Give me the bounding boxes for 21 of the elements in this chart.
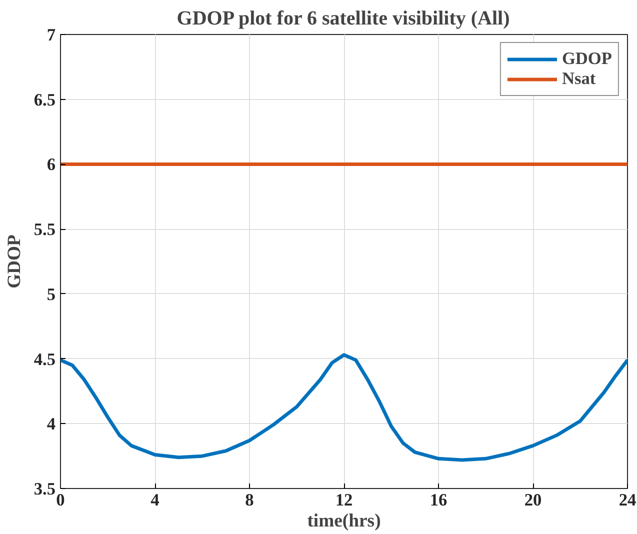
legend-label: GDOP — [562, 49, 612, 69]
x-tick-label: 0 — [56, 490, 65, 510]
y-tick-label: 4 — [46, 414, 56, 434]
y-tick-label: 3.5 — [34, 480, 56, 498]
x-tick-label: 4 — [150, 490, 160, 510]
y-tick-label: 5.5 — [34, 220, 56, 240]
y-tick-label: 6 — [46, 155, 56, 174]
y-tick-label: 4.5 — [34, 350, 56, 369]
y-tick-label: 5 — [46, 284, 56, 304]
legend-label: Nsat — [562, 69, 596, 89]
x-tick-label: 16 — [430, 490, 448, 510]
x-axis-title: time(hrs) — [307, 510, 381, 532]
y-tick-label: 6.5 — [34, 90, 56, 110]
line-series — [60, 353, 628, 462]
chart-title: GDOP plot for 6 satellite visibility (All) — [176, 8, 510, 30]
y-axis-title: GDOP — [4, 234, 25, 288]
y-tick-label: 7 — [46, 26, 56, 44]
x-tick-label: 8 — [245, 490, 254, 510]
x-tick-label: 12 — [335, 490, 353, 510]
x-tick-label: 20 — [524, 490, 542, 510]
x-tick-label: 24 — [618, 490, 636, 510]
